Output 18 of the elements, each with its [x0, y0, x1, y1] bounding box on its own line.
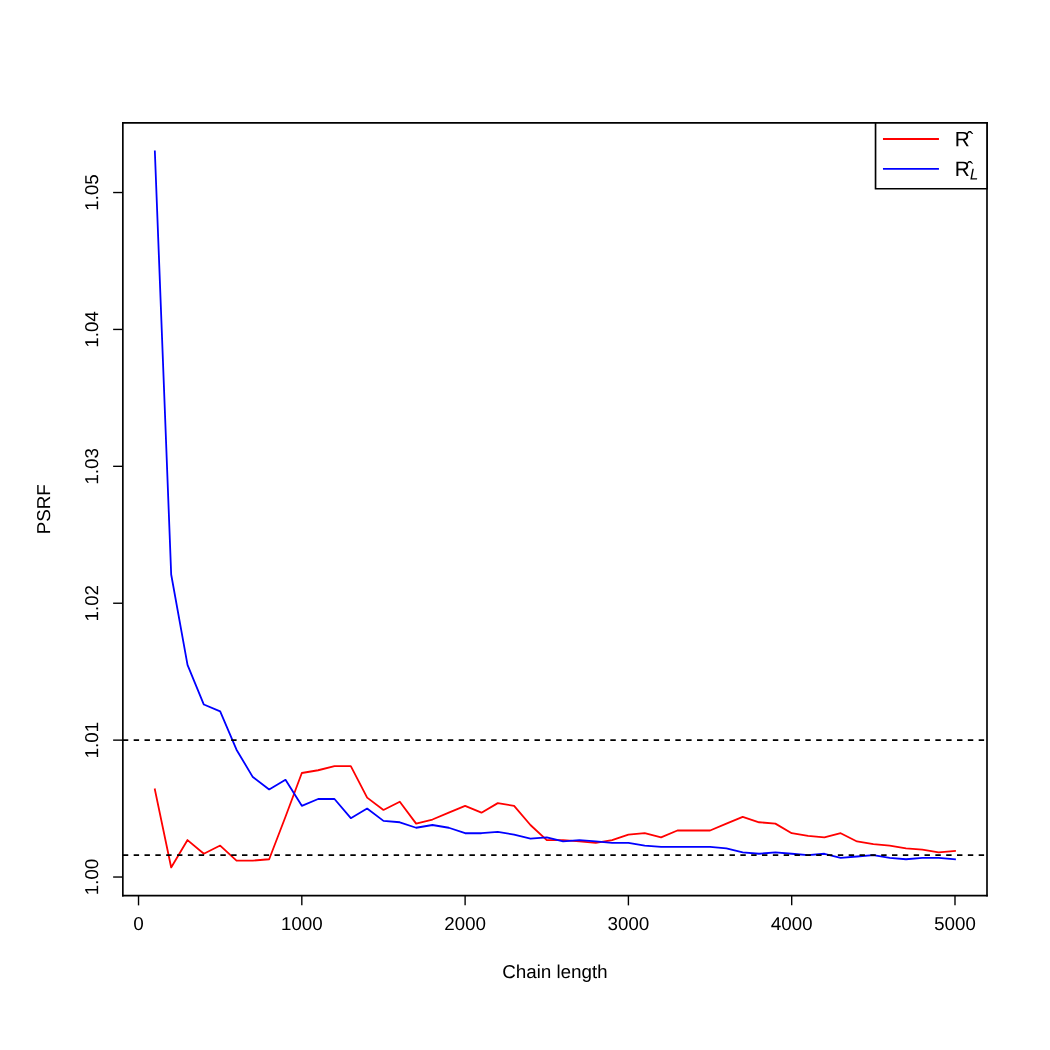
- y-tick-label: 1.05: [85, 175, 99, 210]
- x-tick-label: 3000: [608, 916, 649, 931]
- line-series: [153, 150, 956, 861]
- x-tick-label: 2000: [445, 916, 486, 931]
- y-tick-label: 1.01: [85, 722, 99, 757]
- y-axis-title: PSRF: [37, 485, 51, 533]
- x-tick-label: 1000: [282, 916, 322, 931]
- x-tick-label: 5000: [934, 916, 976, 931]
- x-axis-title: Chain length: [503, 964, 607, 982]
- y-tick-label: 1.03: [85, 448, 99, 484]
- y-tick-label: 1.02: [85, 585, 99, 621]
- y-tick-label: 1.04: [85, 311, 99, 347]
- x-tick-label: 4000: [771, 916, 812, 931]
- legend-label: R̂: [956, 131, 974, 147]
- legend-label: R̂$_{L}$: [956, 160, 978, 180]
- line-series: [153, 765, 956, 869]
- y-tick-label: 1.00: [85, 859, 99, 894]
- x-tick-label: 0: [134, 916, 144, 931]
